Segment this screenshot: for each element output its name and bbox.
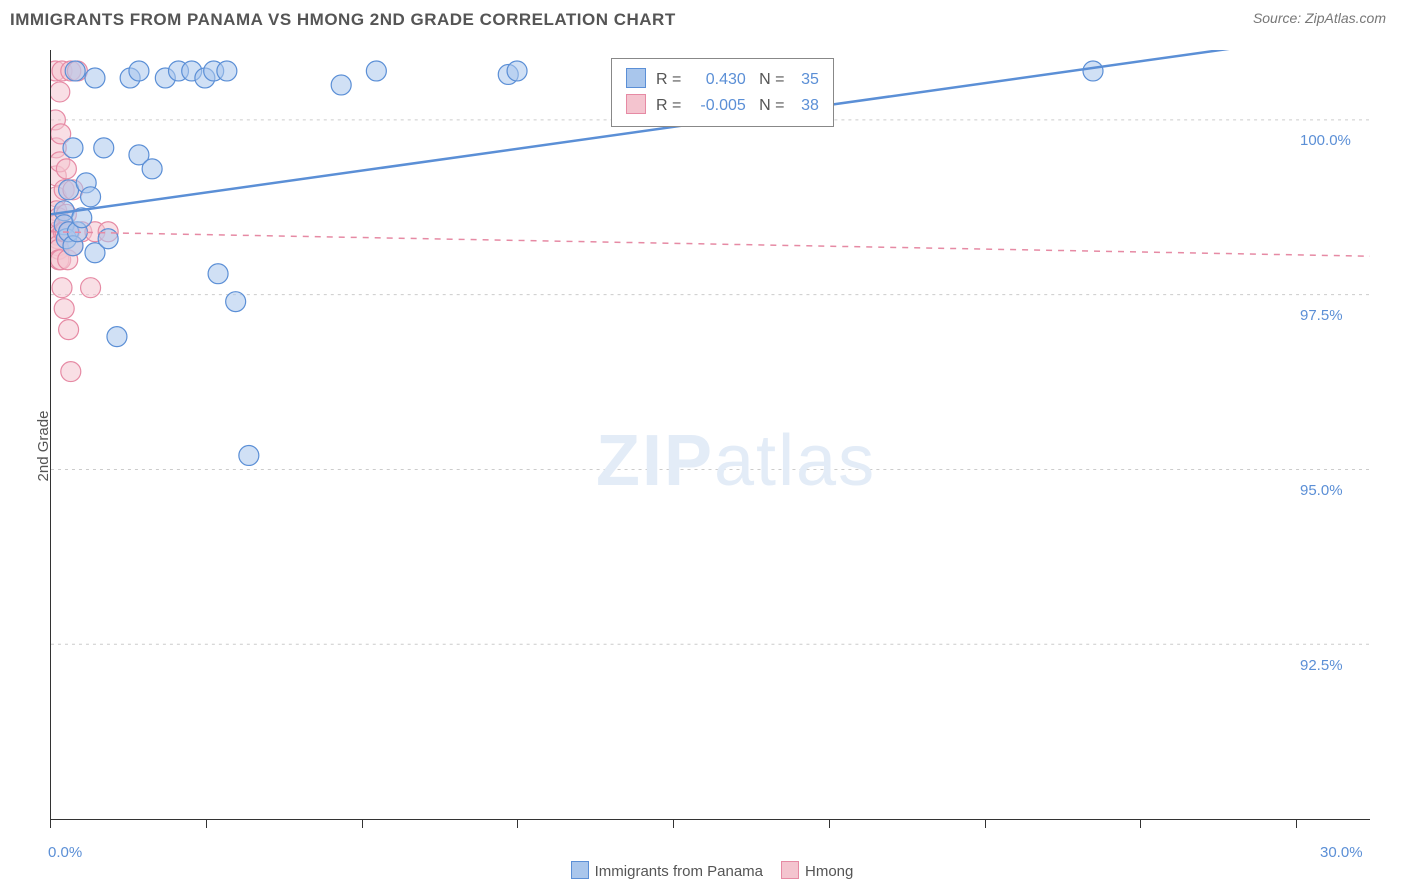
x-tick — [517, 820, 518, 828]
panama-point — [85, 68, 105, 88]
panama-point — [239, 445, 259, 465]
hmong-trend-line — [51, 232, 1370, 256]
r-value: -0.005 — [686, 93, 746, 119]
x-axis-min-label: 0.0% — [48, 844, 82, 861]
x-tick — [1296, 820, 1297, 828]
panama-point — [107, 327, 127, 347]
panama-point — [63, 138, 83, 158]
hmong-point — [61, 362, 81, 382]
panama-point — [1083, 61, 1103, 81]
title-row: IMMIGRANTS FROM PANAMA VS HMONG 2ND GRAD… — [10, 10, 1386, 40]
x-tick — [673, 820, 674, 828]
panama-point — [65, 61, 85, 81]
panama-point — [129, 61, 149, 81]
x-tick — [362, 820, 363, 828]
y-tick-label: 100.0% — [1300, 132, 1351, 149]
hmong-point — [51, 82, 70, 102]
r-value: 0.430 — [686, 67, 746, 93]
panama-swatch-icon — [626, 68, 646, 88]
source-label: Source: ZipAtlas.com — [1253, 10, 1386, 26]
panama-point — [94, 138, 114, 158]
panama-point — [331, 75, 351, 95]
panama-point — [142, 159, 162, 179]
x-tick — [1140, 820, 1141, 828]
hmong-point — [52, 278, 72, 298]
panama-point — [507, 61, 527, 81]
plot-area: ZIPatlas R = 0.430 N = 35R = -0.005 N = … — [50, 50, 1370, 820]
chart-title: IMMIGRANTS FROM PANAMA VS HMONG 2ND GRAD… — [10, 10, 676, 29]
panama-point — [217, 61, 237, 81]
plot-svg — [51, 50, 1370, 819]
hmong-legend-swatch-icon — [781, 861, 799, 879]
panama-point — [98, 229, 118, 249]
panama-legend-swatch-icon — [571, 861, 589, 879]
panama-point — [208, 264, 228, 284]
stats-legend-box: R = 0.430 N = 35R = -0.005 N = 38 — [611, 58, 834, 127]
panama-legend-label: Immigrants from Panama — [595, 863, 763, 880]
panama-point — [81, 187, 101, 207]
hmong-point — [81, 278, 101, 298]
n-value: 35 — [789, 67, 819, 93]
bottom-legend: Immigrants from Panama Hmong — [0, 861, 1406, 880]
x-tick — [206, 820, 207, 828]
hmong-point — [54, 299, 74, 319]
hmong-point — [59, 320, 79, 340]
hmong-point — [56, 159, 76, 179]
x-axis-max-label: 30.0% — [1320, 844, 1363, 861]
panama-point — [226, 292, 246, 312]
y-tick-label: 92.5% — [1300, 657, 1343, 674]
x-tick — [50, 820, 51, 828]
x-tick — [829, 820, 830, 828]
panama-point — [366, 61, 386, 81]
y-tick-label: 95.0% — [1300, 482, 1343, 499]
stats-row-panama: R = 0.430 N = 35 — [626, 67, 819, 93]
hmong-legend-label: Hmong — [805, 863, 853, 880]
hmong-swatch-icon — [626, 94, 646, 114]
n-value: 38 — [789, 93, 819, 119]
chart-container: IMMIGRANTS FROM PANAMA VS HMONG 2ND GRAD… — [0, 0, 1406, 892]
stats-row-hmong: R = -0.005 N = 38 — [626, 93, 819, 119]
x-tick — [985, 820, 986, 828]
y-tick-label: 97.5% — [1300, 307, 1343, 324]
